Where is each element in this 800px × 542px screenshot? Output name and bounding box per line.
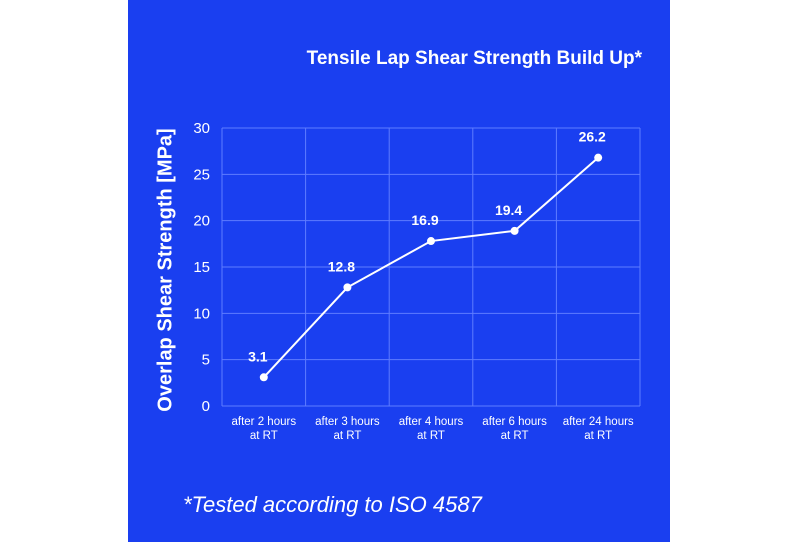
chart-title: Tensile Lap Shear Strength Build Up*	[306, 48, 642, 69]
line-chart: 0 5 10 15 20 25 30 after 2 hours at RT after 3 ho…	[193, 120, 641, 442]
footnote: *Tested according to ISO 4587	[183, 492, 482, 517]
data-label: 26.2	[579, 129, 606, 145]
data-point	[343, 283, 352, 292]
y-tick-label: 0	[202, 398, 210, 415]
y-tick-label: 25	[193, 166, 210, 183]
data-point	[594, 153, 603, 162]
x-tick-label: after 24 hours	[563, 416, 634, 428]
x-tick-label: after 3 hours	[315, 416, 380, 428]
y-tick-label: 30	[193, 120, 210, 137]
x-tick-label: at RT	[417, 430, 445, 442]
y-tick-label: 20	[193, 213, 210, 230]
x-tick-label: at RT	[250, 430, 278, 442]
data-label: 3.1	[248, 348, 268, 364]
x-tick-label: after 6 hours	[482, 416, 547, 428]
data-label: 16.9	[411, 212, 438, 228]
x-tick-label: at RT	[333, 430, 361, 442]
chart-panel: Tensile Lap Shear Strength Build Up* Ove…	[128, 0, 670, 542]
x-tick-label: at RT	[501, 430, 529, 442]
data-point	[510, 226, 519, 235]
data-point	[427, 237, 435, 246]
data-label: 12.8	[328, 258, 355, 274]
x-tick-label: at RT	[584, 430, 612, 442]
data-label: 19.4	[495, 202, 522, 218]
y-tick-label: 10	[193, 305, 210, 322]
data-point	[259, 373, 268, 382]
y-tick-label: 15	[193, 259, 210, 276]
x-tick-label: after 2 hours	[232, 416, 297, 428]
y-tick-label: 5	[202, 352, 210, 369]
x-tick-label: after 4 hours	[399, 416, 464, 428]
